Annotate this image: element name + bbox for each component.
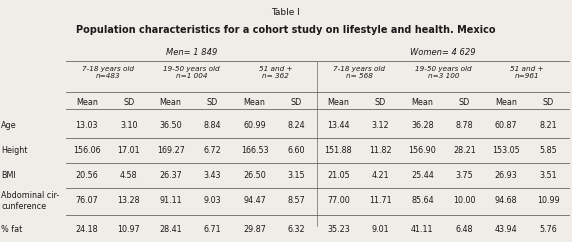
Text: 24.18: 24.18 [76, 225, 98, 234]
Text: 51 and +
n= 362: 51 and + n= 362 [259, 66, 292, 79]
Text: 7-18 years old
n= 568: 7-18 years old n= 568 [333, 66, 386, 79]
Text: Population characteristics for a cohort study on lifestyle and health. Mexico: Population characteristics for a cohort … [76, 25, 496, 35]
Text: 29.87: 29.87 [243, 225, 266, 234]
Text: 60.99: 60.99 [243, 121, 266, 130]
Text: 94.47: 94.47 [243, 196, 266, 205]
Text: 26.37: 26.37 [159, 171, 182, 180]
Text: 19-50 years old
n=3 100: 19-50 years old n=3 100 [415, 66, 471, 79]
Text: SD: SD [542, 98, 554, 107]
Text: 151.88: 151.88 [325, 146, 352, 155]
Text: 60.87: 60.87 [495, 121, 518, 130]
Text: 156.06: 156.06 [73, 146, 101, 155]
Text: 8.21: 8.21 [539, 121, 557, 130]
Text: SD: SD [207, 98, 219, 107]
Text: Men= 1 849: Men= 1 849 [166, 47, 217, 57]
Text: SD: SD [291, 98, 302, 107]
Text: 36.28: 36.28 [411, 121, 434, 130]
Text: 36.50: 36.50 [160, 121, 182, 130]
Text: Mean: Mean [76, 98, 98, 107]
Text: 7-18 years old
n=483: 7-18 years old n=483 [82, 66, 134, 79]
Text: 5.85: 5.85 [539, 146, 557, 155]
Text: Mean: Mean [411, 98, 433, 107]
Text: 3.43: 3.43 [204, 171, 221, 180]
Text: 25.44: 25.44 [411, 171, 434, 180]
Text: 94.68: 94.68 [495, 196, 518, 205]
Text: Age: Age [1, 121, 17, 130]
Text: 85.64: 85.64 [411, 196, 434, 205]
Text: Mean: Mean [495, 98, 517, 107]
Text: 166.53: 166.53 [241, 146, 268, 155]
Text: 10.97: 10.97 [117, 225, 140, 234]
Text: 4.21: 4.21 [372, 171, 389, 180]
Text: 20.56: 20.56 [76, 171, 98, 180]
Text: 156.90: 156.90 [408, 146, 436, 155]
Text: Mean: Mean [160, 98, 181, 107]
Text: 9.01: 9.01 [372, 225, 389, 234]
Text: BMI: BMI [1, 171, 16, 180]
Text: 8.24: 8.24 [288, 121, 305, 130]
Text: 4.58: 4.58 [120, 171, 137, 180]
Text: 6.32: 6.32 [288, 225, 305, 234]
Text: 51 and +
n=961: 51 and + n=961 [510, 66, 544, 79]
Text: 76.07: 76.07 [76, 196, 98, 205]
Text: 41.11: 41.11 [411, 225, 434, 234]
Text: 35.23: 35.23 [327, 225, 350, 234]
Text: Mean: Mean [328, 98, 349, 107]
Text: 169.27: 169.27 [157, 146, 185, 155]
Text: 28.41: 28.41 [160, 225, 182, 234]
Text: 6.60: 6.60 [288, 146, 305, 155]
Text: 9.03: 9.03 [204, 196, 221, 205]
Text: 19-50 years old
n=1 004: 19-50 years old n=1 004 [164, 66, 220, 79]
Text: Mean: Mean [244, 98, 265, 107]
Text: 17.01: 17.01 [117, 146, 140, 155]
Text: 77.00: 77.00 [327, 196, 350, 205]
Text: 26.50: 26.50 [243, 171, 266, 180]
Text: 8.78: 8.78 [455, 121, 473, 130]
Text: Women= 4 629: Women= 4 629 [411, 47, 476, 57]
Text: 3.15: 3.15 [288, 171, 305, 180]
Text: 13.03: 13.03 [76, 121, 98, 130]
Text: % fat: % fat [1, 225, 22, 234]
Text: 11.71: 11.71 [369, 196, 392, 205]
Text: 8.57: 8.57 [288, 196, 305, 205]
Text: SD: SD [459, 98, 470, 107]
Text: 5.76: 5.76 [539, 225, 557, 234]
Text: 10.99: 10.99 [537, 196, 559, 205]
Text: SD: SD [375, 98, 386, 107]
Text: 21.05: 21.05 [327, 171, 350, 180]
Text: Height: Height [1, 146, 27, 155]
Text: 26.93: 26.93 [495, 171, 518, 180]
Text: Table I: Table I [272, 8, 300, 17]
Text: 8.84: 8.84 [204, 121, 221, 130]
Text: 6.48: 6.48 [455, 225, 473, 234]
Text: 13.28: 13.28 [117, 196, 140, 205]
Text: 28.21: 28.21 [453, 146, 476, 155]
Text: 153.05: 153.05 [492, 146, 520, 155]
Text: 3.75: 3.75 [455, 171, 473, 180]
Text: 3.12: 3.12 [372, 121, 389, 130]
Text: 6.71: 6.71 [204, 225, 221, 234]
Text: 3.51: 3.51 [539, 171, 557, 180]
Text: 3.10: 3.10 [120, 121, 137, 130]
Text: SD: SD [123, 98, 134, 107]
Text: 91.11: 91.11 [160, 196, 182, 205]
Text: 43.94: 43.94 [495, 225, 518, 234]
Text: 6.72: 6.72 [204, 146, 221, 155]
Text: 11.82: 11.82 [369, 146, 392, 155]
Text: Abdominal cir-
cunference: Abdominal cir- cunference [1, 191, 59, 211]
Text: 13.44: 13.44 [327, 121, 349, 130]
Text: 10.00: 10.00 [453, 196, 475, 205]
